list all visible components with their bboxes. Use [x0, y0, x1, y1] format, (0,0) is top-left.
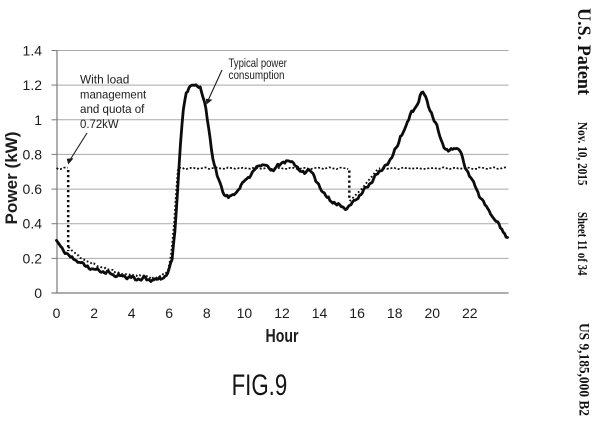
- svg-text:0: 0: [53, 305, 61, 321]
- svg-text:20: 20: [425, 305, 441, 321]
- svg-text:Nov. 10, 2015: Nov. 10, 2015: [574, 122, 589, 186]
- svg-text:18: 18: [387, 305, 403, 321]
- svg-text:0.2: 0.2: [23, 250, 43, 266]
- svg-text:0.6: 0.6: [23, 181, 43, 197]
- svg-text:14: 14: [312, 305, 328, 321]
- svg-text:Hour: Hour: [266, 325, 299, 346]
- svg-text:0: 0: [34, 285, 42, 301]
- svg-text:12: 12: [274, 305, 290, 321]
- svg-text:1.2: 1.2: [23, 77, 43, 93]
- svg-text:16: 16: [349, 305, 365, 321]
- svg-text:4: 4: [128, 305, 136, 321]
- svg-text:Typical power: Typical power: [229, 56, 287, 70]
- svg-text:Sheet 11 of 34: Sheet 11 of 34: [574, 212, 589, 276]
- svg-text:1: 1: [34, 112, 42, 128]
- svg-text:1.4: 1.4: [23, 43, 43, 59]
- svg-text:0.72kW: 0.72kW: [80, 117, 119, 131]
- svg-text:0.4: 0.4: [23, 216, 43, 232]
- svg-text:consumption: consumption: [229, 68, 285, 82]
- svg-text:management: management: [80, 88, 147, 102]
- svg-text:10: 10: [237, 305, 253, 321]
- svg-text:8: 8: [203, 305, 211, 321]
- svg-text:FIG.9: FIG.9: [232, 369, 288, 402]
- svg-text:Power (kW): Power (kW): [2, 132, 21, 225]
- svg-text:US 9,185,000 B2: US 9,185,000 B2: [576, 323, 592, 416]
- svg-text:With load: With load: [80, 73, 129, 87]
- svg-text:0.8: 0.8: [23, 146, 43, 162]
- svg-text:6: 6: [165, 305, 173, 321]
- svg-text:U.S. Patent: U.S. Patent: [573, 8, 593, 96]
- svg-text:2: 2: [90, 305, 98, 321]
- svg-text:22: 22: [462, 305, 478, 321]
- svg-text:and quota of: and quota of: [80, 102, 145, 116]
